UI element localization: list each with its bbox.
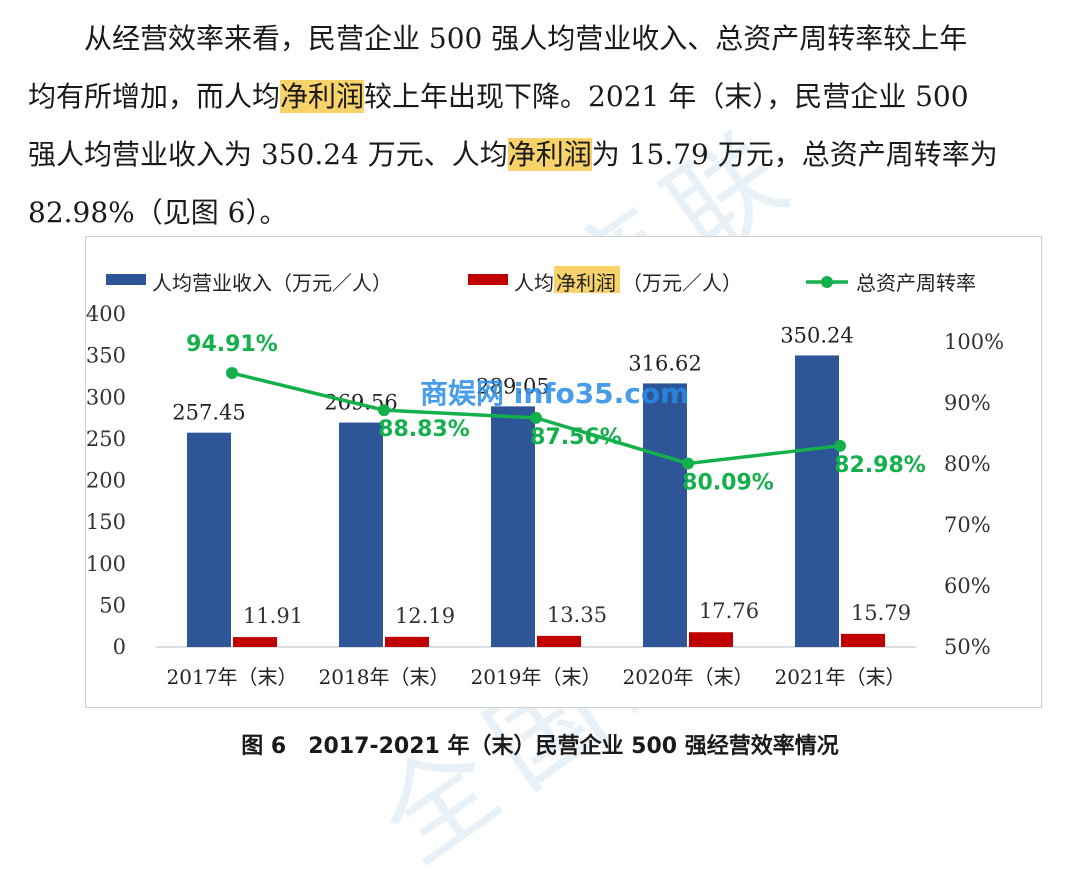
revenue-bar [643, 383, 687, 647]
paragraph-line-4: 82.98%（见图 6）。 [28, 196, 288, 229]
profit-bar [233, 637, 277, 647]
paragraph-line-3: 强人均营业收入为 350.24 万元、人均净利润为 15.79 万元，总资产周转… [28, 126, 1068, 184]
left-axis-tick-label: 100 [86, 552, 126, 576]
profit-data-label: 13.35 [547, 603, 607, 627]
highlighted-term: 净利润 [507, 138, 592, 171]
turnover-data-label: 82.98% [834, 453, 926, 478]
legend-swatch-profit [468, 274, 508, 285]
figure-caption: 图 6 2017-2021 年（末）民营企业 500 强经营效率情况 [241, 734, 839, 759]
right-axis-tick-label: 80% [944, 452, 991, 476]
body-paragraph: 从经营效率来看，民营企业 500 强人均营业收入、总资产周转率较上年 均有所增加… [28, 10, 1068, 242]
left-axis-tick-label: 50 [99, 593, 126, 617]
left-axis-tick-label: 350 [86, 344, 126, 368]
chart-container: 0 50 100 150 200 250 300 350 400 50% 60% 70% 80% 90% 1… [85, 236, 1042, 708]
left-axis-tick-label: 300 [86, 385, 126, 409]
revenue-bar [491, 406, 535, 647]
revenue-data-label: 257.45 [172, 401, 245, 425]
right-axis-tick-label: 100% [944, 330, 1004, 354]
legend-label-turnover: 总资产周转率 [856, 271, 976, 295]
turnover-point [530, 411, 542, 424]
profit-bar [841, 633, 885, 647]
category-label: 2020年（末） [623, 665, 754, 689]
category-label: 2017年（末） [167, 665, 298, 689]
turnover-data-label: 94.91% [186, 332, 278, 357]
left-axis-tick-label: 150 [86, 510, 126, 534]
paragraph-text: 强人均营业收入为 350.24 万元、人均 [28, 138, 508, 171]
turnover-point [834, 439, 846, 452]
profit-data-label: 12.19 [395, 604, 455, 628]
right-axis-tick-label: 60% [944, 574, 991, 598]
turnover-data-label: 80.09% [682, 470, 774, 495]
paragraph-line-2: 均有所增加，而人均净利润较上年出现下降。2021 年（末），民营企业 500 [28, 68, 1068, 126]
profit-data-label: 11.91 [243, 604, 303, 628]
left-axis-tick-label: 200 [86, 469, 126, 493]
revenue-bar [187, 432, 231, 647]
legend-label-revenue: 人均营业收入（万元／人） [152, 271, 392, 295]
turnover-data-label: 87.56% [530, 425, 622, 450]
profit-data-label: 15.79 [851, 601, 911, 625]
legend-swatch-revenue [106, 274, 146, 285]
paragraph-text: 为 15.79 万元，总资产周转率为 [591, 138, 998, 171]
turnover-point [226, 367, 238, 380]
left-axis-tick-label: 250 [86, 427, 126, 451]
revenue-bar [795, 355, 839, 647]
right-axis-tick-label: 70% [944, 513, 991, 537]
legend-label-profit-hl: 净利润 [556, 271, 616, 295]
efficiency-chart: 0 50 100 150 200 250 300 350 400 50% 60% 70% 80% 90% 1… [86, 266, 1004, 689]
right-axis-tick-label: 90% [944, 391, 991, 415]
revenue-data-label: 316.62 [628, 351, 701, 375]
site-watermark: 商娱网 info35.com [420, 377, 690, 410]
left-axis-tick-label: 0 [113, 635, 126, 659]
left-axis-tick-label: 400 [86, 302, 126, 326]
profit-bar [537, 635, 581, 647]
category-label: 2019年（末） [471, 665, 602, 689]
legend-label-profit-a: 人均 [514, 271, 554, 295]
legend-marker-turnover [821, 276, 833, 288]
turnover-point [682, 457, 694, 470]
profit-bar [689, 632, 733, 647]
paragraph-text: 较上年出现下降。2021 年（末），民营企业 500 [364, 80, 969, 113]
profit-data-label: 17.76 [699, 599, 759, 623]
revenue-data-label: 350.24 [780, 323, 853, 347]
legend-highlight [554, 266, 620, 293]
paragraph-text: 均有所增加，而人均 [28, 80, 281, 113]
paragraph-line-1: 从经营效率来看，民营企业 500 强人均营业收入、总资产周转率较上年 [84, 22, 968, 55]
right-axis-tick-label: 50% [944, 635, 991, 659]
revenue-bar [339, 422, 383, 647]
category-label: 2018年（末） [319, 665, 450, 689]
highlighted-term: 净利润 [280, 80, 365, 113]
revenue-data-label: 289.05 [476, 374, 549, 398]
legend-label-profit-b: （万元／人） [622, 271, 742, 295]
turnover-data-label: 88.83% [378, 417, 470, 442]
turnover-point [378, 404, 390, 417]
category-label: 2021年（末） [775, 665, 906, 689]
profit-bar [385, 636, 429, 647]
